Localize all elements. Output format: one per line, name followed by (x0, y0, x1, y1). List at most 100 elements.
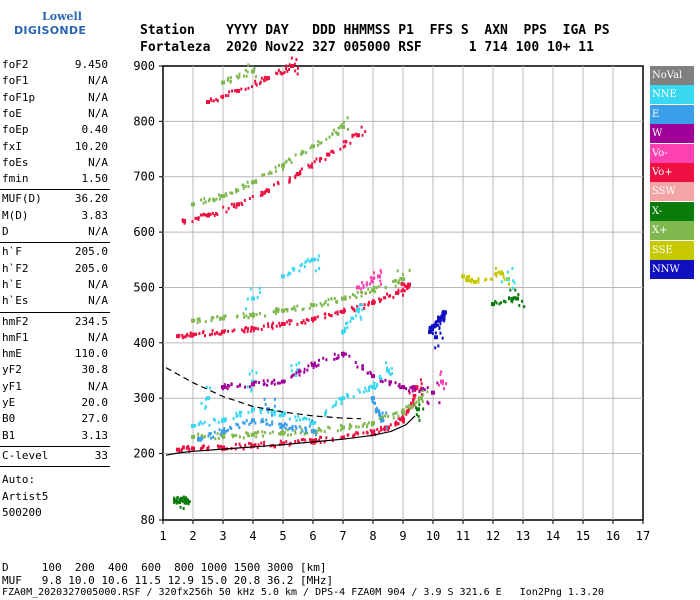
echo-dot (513, 281, 516, 285)
echo-dot (394, 381, 397, 385)
param-value: N/A (88, 225, 108, 238)
echo-dot (349, 141, 352, 145)
echo-dot (215, 211, 218, 215)
echo-dot (366, 425, 369, 429)
echo-dot (320, 435, 323, 439)
echo-dot (462, 275, 465, 279)
echo-dot (387, 414, 390, 418)
echo-dot (442, 387, 445, 391)
echo-dot (235, 422, 238, 426)
echo-dot (247, 441, 250, 445)
echo-dot (295, 371, 298, 375)
echo-dot (467, 276, 470, 280)
echo-dot (285, 320, 288, 324)
echo-dot (286, 433, 289, 437)
echo-dot (350, 305, 353, 309)
echo-dot (290, 161, 293, 165)
echo-dot (204, 406, 207, 410)
echo-dot (357, 310, 360, 314)
echo-dot (217, 420, 220, 424)
echo-dot (317, 258, 320, 262)
echo-dot (204, 397, 207, 401)
echo-dot (314, 269, 317, 273)
echo-dot (262, 379, 265, 383)
echo-dot (303, 367, 306, 371)
echo-dot (202, 212, 205, 216)
echo-point-nne (371, 385, 375, 390)
echo-point-nne (206, 396, 210, 401)
echo-dot (265, 422, 268, 426)
echo-dot (252, 329, 255, 333)
echo-dot (225, 194, 228, 198)
echo-dot (343, 309, 346, 313)
echo-dot (238, 72, 241, 76)
echo-point-e (380, 418, 384, 423)
echo-dot (256, 296, 259, 300)
echo-dot (319, 141, 322, 145)
echo-dot (402, 420, 405, 424)
x-tick-label: 4 (249, 529, 256, 543)
echo-dot (204, 200, 207, 204)
echo-dot (435, 322, 438, 326)
param-value: N/A (88, 379, 108, 393)
echo-dot (431, 391, 434, 395)
echo-dot (283, 70, 286, 74)
echo-dot (400, 289, 403, 293)
echo-point-x (173, 498, 177, 503)
echo-dot (229, 191, 232, 195)
echo-dot (270, 325, 273, 329)
echo-dot (360, 303, 363, 307)
echo-dot (419, 378, 422, 382)
echo-dot (305, 260, 308, 264)
echo-dot (420, 386, 423, 390)
echo-dot (221, 448, 224, 452)
echo-dot (433, 323, 436, 327)
param-separator (0, 242, 110, 244)
echo-dot (270, 410, 273, 414)
echo-dot (258, 381, 261, 385)
echo-point-vo (290, 64, 294, 68)
echo-dot (210, 99, 213, 103)
echo-dot (327, 303, 330, 307)
echo-dot (292, 268, 295, 272)
echo-dot (417, 414, 420, 418)
echo-dot (308, 260, 311, 264)
echo-dot (376, 427, 379, 431)
echo-dot (349, 320, 352, 324)
echo-dot (267, 322, 270, 326)
echo-dot (379, 269, 382, 273)
echo-dot (304, 428, 307, 432)
y-tick-label: 300 (133, 391, 155, 405)
echo-dot (250, 387, 253, 391)
echo-dot (388, 371, 391, 375)
echo-dot (523, 305, 526, 309)
echo-dot (242, 187, 245, 191)
echo-dot (242, 74, 245, 78)
echo-dot (180, 448, 183, 452)
echo-point-x (371, 288, 375, 293)
param-key: foF2 (2, 58, 29, 71)
echo-dot (356, 133, 359, 137)
echo-dot (315, 430, 318, 434)
echo-dot (212, 417, 215, 421)
echo-dot (217, 436, 220, 440)
echo-dot (283, 430, 286, 434)
param-row-fxi: fxI 10.20 (2, 140, 108, 156)
param-separator (0, 189, 110, 191)
echo-dot (296, 304, 299, 308)
echo-dot (330, 150, 333, 154)
echo-dot (291, 428, 294, 432)
echo-dot (361, 424, 364, 428)
echo-dot (320, 156, 323, 160)
echo-dot (372, 271, 375, 275)
echo-dot (290, 364, 293, 368)
echo-dot (312, 319, 315, 323)
echo-dot (291, 266, 294, 270)
echo-dot (211, 211, 214, 215)
echo-dot (274, 410, 277, 414)
param-key: h`F (2, 245, 22, 259)
echo-dot (322, 356, 325, 360)
echo-dot (283, 379, 286, 383)
echo-dot (372, 280, 375, 284)
y-tick-label: 700 (133, 170, 155, 184)
